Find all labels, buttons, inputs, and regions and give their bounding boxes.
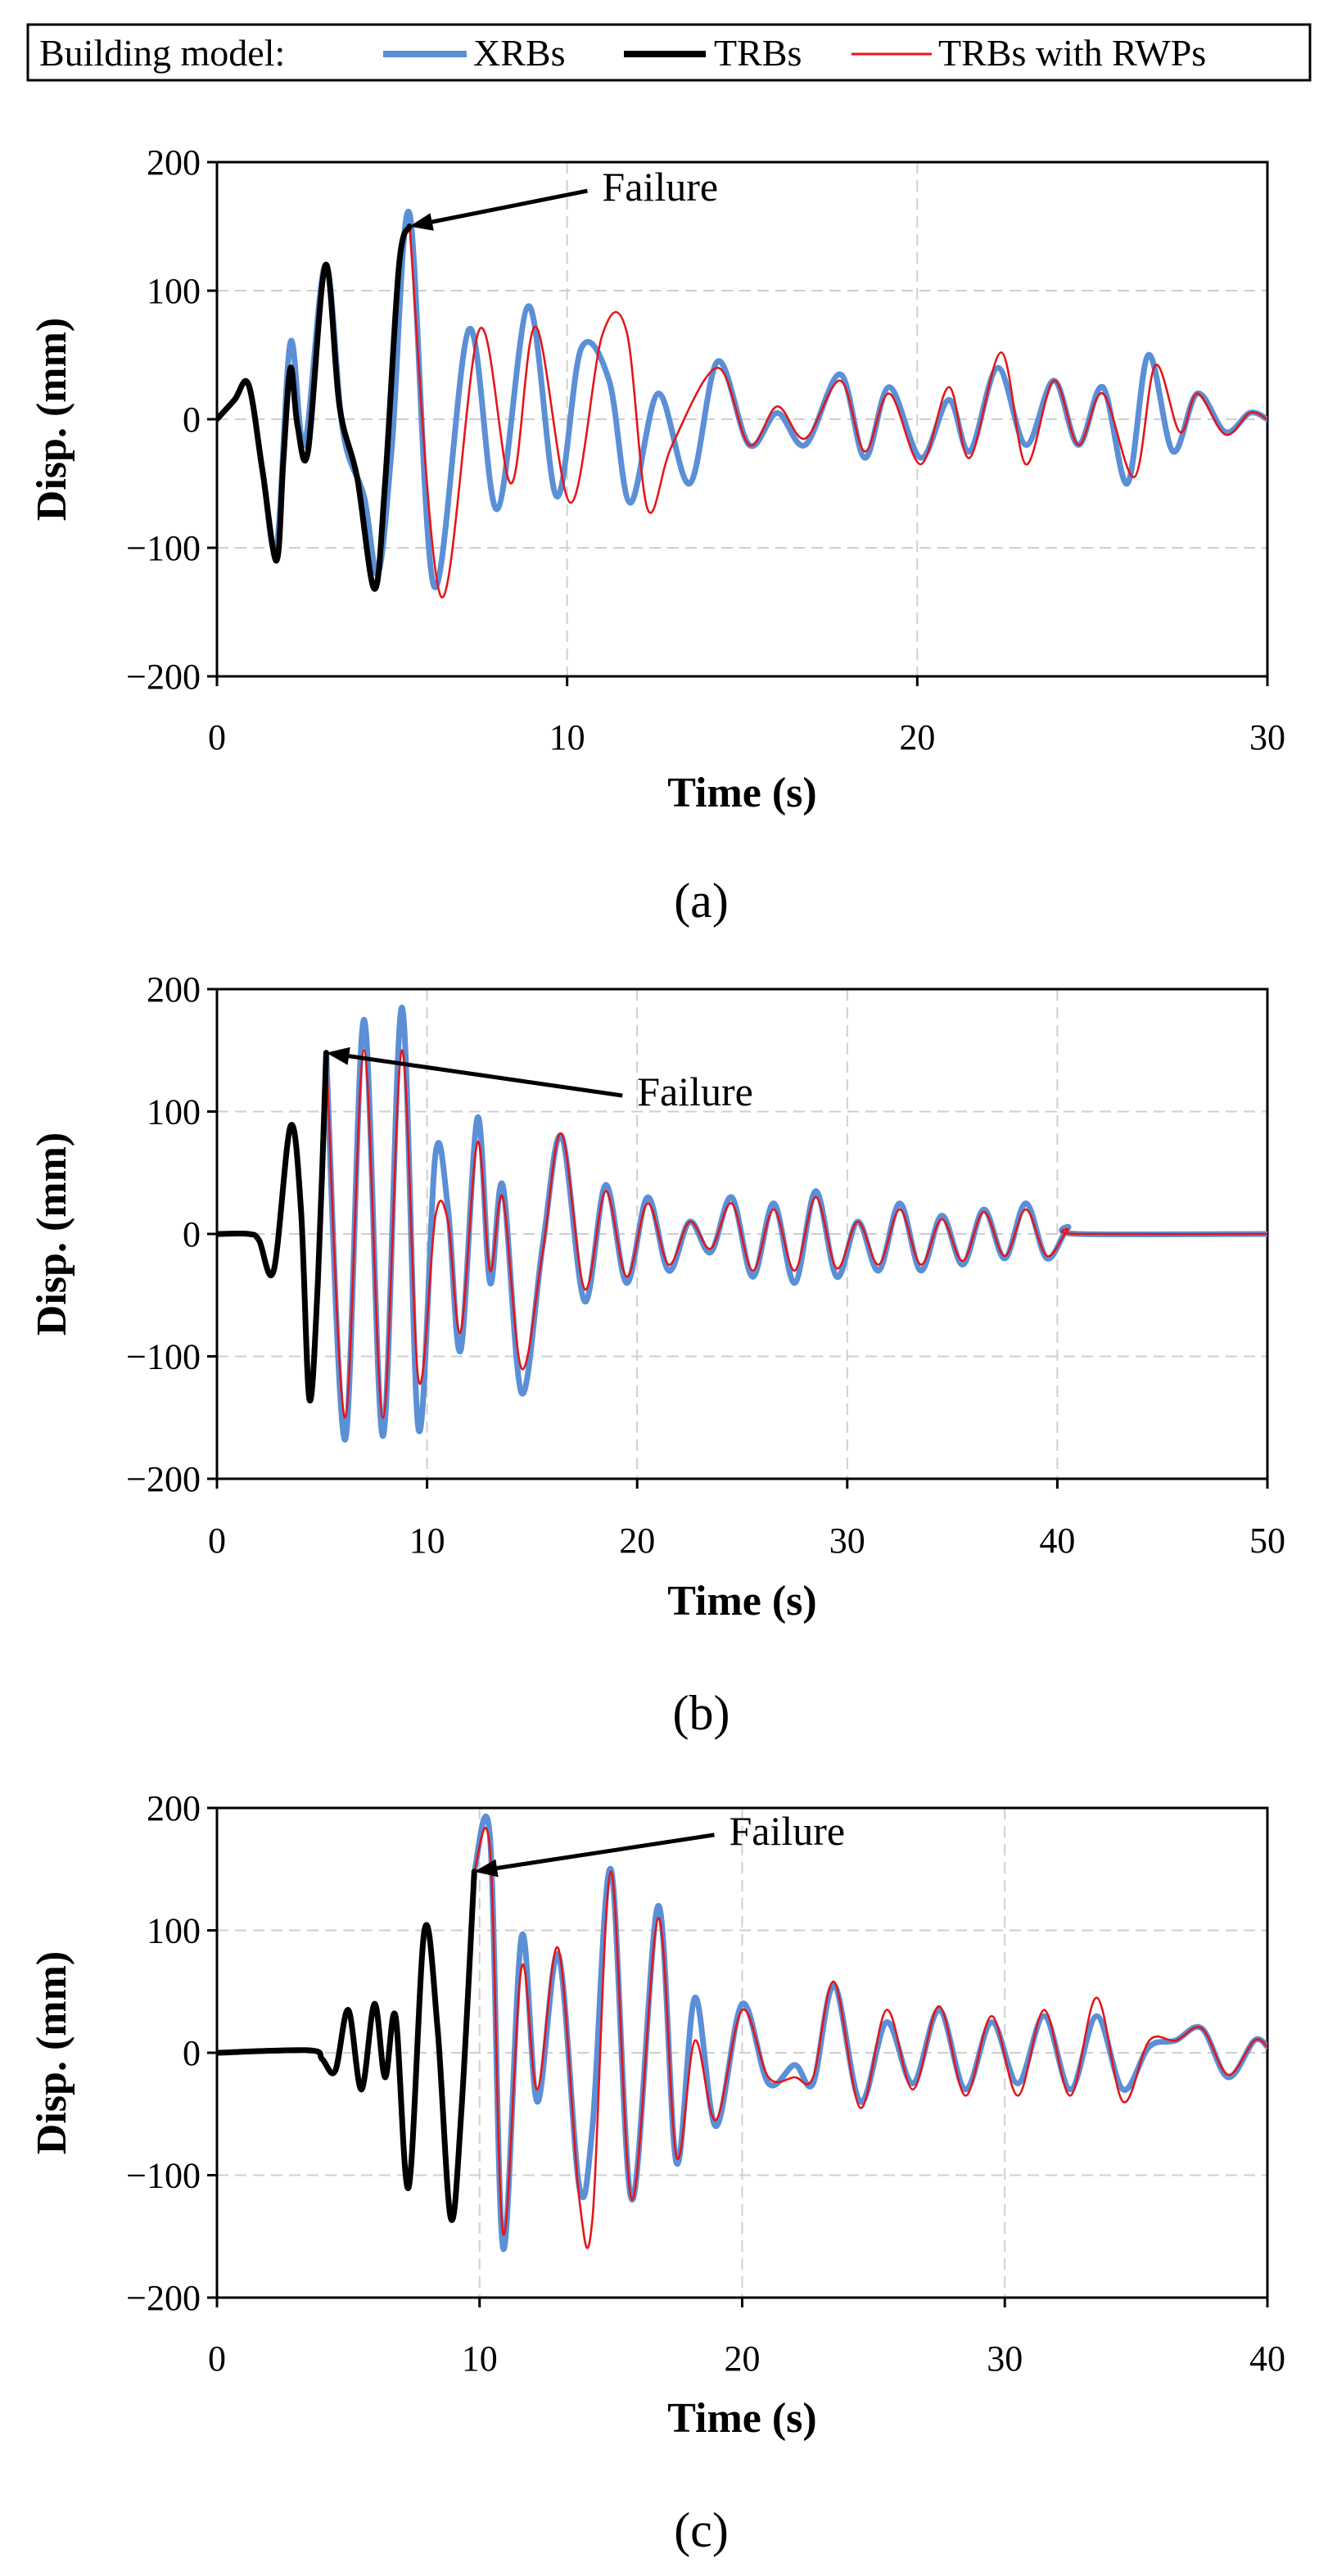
legend-label-trbs: TRBs xyxy=(714,32,802,74)
panel-label: (b) xyxy=(673,1686,730,1740)
x-tick-label: 20 xyxy=(899,717,935,757)
x-tick-label: 10 xyxy=(409,1521,445,1561)
x-axis-label: Time (s) xyxy=(667,2395,816,2442)
series-line-trbs-with-rwps xyxy=(408,225,1267,599)
x-tick-label: 30 xyxy=(1249,717,1285,757)
chart-panel-3: −200 −100 0 100 200 0 10 20 30 40 Time (s) Disp. (m… xyxy=(29,1788,1285,2557)
legend: Building model: XRBs TRBs TRBs with RWPs xyxy=(26,23,1312,82)
y-tick-label: 200 xyxy=(147,142,201,183)
x-tick-label: 50 xyxy=(1249,1521,1285,1561)
y-tick-label: 100 xyxy=(147,1911,201,1951)
x-axis-label: Time (s) xyxy=(667,1578,816,1625)
failure-arrow-line xyxy=(431,188,588,224)
y-tick-label: −200 xyxy=(126,657,201,697)
x-axis-label: Time (s) xyxy=(667,770,816,816)
failure-arrow-head xyxy=(409,213,434,231)
y-tick-label: 100 xyxy=(147,1092,201,1132)
y-axis-label: Disp. (mm) xyxy=(29,1132,75,1335)
series-line-trbs xyxy=(217,1050,329,1404)
series-line-trbs xyxy=(217,1869,477,2223)
y-tick-label: 200 xyxy=(147,969,201,1010)
x-tick-label: 0 xyxy=(208,2339,226,2379)
x-tick-label: 30 xyxy=(829,1521,865,1561)
x-tick-label: 40 xyxy=(1249,2339,1285,2379)
y-axis-label: Disp. (mm) xyxy=(29,318,75,521)
x-tick-label: 0 xyxy=(208,1521,226,1561)
panel-label: (c) xyxy=(674,2503,729,2557)
x-tick-label: 30 xyxy=(987,2339,1023,2379)
series-group xyxy=(217,1004,1267,1443)
failure-arrow-line xyxy=(496,1833,715,1870)
y-tick-label: 0 xyxy=(183,1214,201,1254)
x-tick-label: 10 xyxy=(462,2339,498,2379)
y-tick-label: −200 xyxy=(126,1459,201,1499)
failure-annotation: Failure xyxy=(602,164,718,210)
failure-arrow-line xyxy=(348,1054,623,1098)
x-tick-label: 10 xyxy=(549,717,585,757)
chart-panel-1: −200 −100 0 100 200 0 10 20 30 Time (s) Disp. (mm)… xyxy=(29,142,1285,928)
failure-arrow-head xyxy=(326,1046,350,1065)
series-line-trbs-with-rwps xyxy=(325,1049,1267,1419)
y-tick-label: 100 xyxy=(147,271,201,311)
x-tick-label: 20 xyxy=(725,2339,761,2379)
y-tick-label: 200 xyxy=(147,1788,201,1828)
y-tick-label: −100 xyxy=(126,1337,201,1377)
series-group xyxy=(217,208,1267,599)
series-line-xrbs xyxy=(471,1814,1267,2252)
series-group xyxy=(217,1814,1267,2252)
chart-panel-2: −200 −100 0 100 200 0 10 20 30 40 50 Time (s) Disp. … xyxy=(29,969,1285,1740)
legend-label-trbs-rwps: TRBs with RWPs xyxy=(938,32,1206,74)
failure-annotation: Failure xyxy=(637,1069,753,1114)
y-tick-label: −100 xyxy=(126,528,201,568)
panel-label: (a) xyxy=(674,874,729,928)
x-tick-label: 40 xyxy=(1039,1521,1075,1561)
y-tick-label: −100 xyxy=(126,2156,201,2196)
series-line-trbs-with-rwps xyxy=(473,1827,1267,2249)
series-line-trbs xyxy=(217,224,413,592)
y-axis-label: Disp. (mm) xyxy=(29,1951,75,2154)
failure-annotation: Failure xyxy=(729,1808,845,1854)
x-tick-label: 20 xyxy=(619,1521,655,1561)
legend-title: Building model: xyxy=(39,32,285,74)
y-tick-label: −200 xyxy=(126,2278,201,2318)
legend-label-xrbs: XRBs xyxy=(473,32,565,74)
x-tick-label: 0 xyxy=(208,717,226,757)
series-line-xrbs xyxy=(217,208,1267,590)
failure-arrow-head xyxy=(474,1859,499,1878)
y-tick-label: 0 xyxy=(183,2033,201,2073)
y-tick-label: 0 xyxy=(183,400,201,440)
